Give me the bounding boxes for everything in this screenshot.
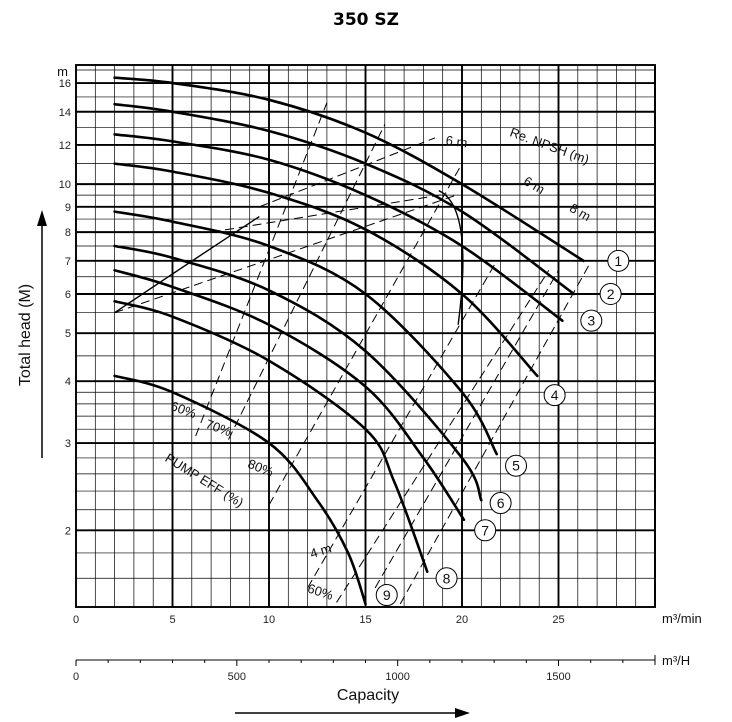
y-tick-label: 7 <box>65 256 71 268</box>
curve-marker <box>375 584 398 607</box>
dashed-line <box>399 260 592 605</box>
curve-marker <box>599 282 622 305</box>
dashed-line <box>336 269 550 603</box>
secondary-tick-label: 1000 <box>385 671 409 683</box>
secondary-unit-label: m³/H <box>662 653 690 668</box>
curve-marker <box>580 309 603 332</box>
npsh-value: 8 m <box>567 200 593 224</box>
curve-marker <box>489 492 512 515</box>
secondary-tick-label: 1500 <box>546 671 570 683</box>
x-unit-label: m³/min <box>662 611 702 626</box>
y-unit-label: m <box>57 64 68 79</box>
curve-marker-label: 1 <box>614 253 622 269</box>
head-arrow-head <box>37 210 47 226</box>
x-tick-label: 15 <box>359 614 371 626</box>
curve-marker-label: 7 <box>481 522 489 538</box>
x-tick-label: 5 <box>169 614 175 626</box>
dashed-line <box>374 270 559 589</box>
y-tick-label: 12 <box>59 140 71 152</box>
curve-marker-label: 9 <box>383 587 391 603</box>
y-tick-label: 5 <box>65 328 71 340</box>
efficiency-value: 60% <box>306 581 336 603</box>
y-tick-label: 8 <box>65 227 71 239</box>
x-axis-title: Capacity <box>337 687 399 704</box>
performance-curve <box>113 374 367 606</box>
y-tick-label: 16 <box>59 78 71 90</box>
efficiency-value: 80% <box>246 456 276 480</box>
secondary-tick-label: 0 <box>73 671 79 683</box>
performance-curve <box>113 210 499 456</box>
x-tick-label: 25 <box>552 614 564 626</box>
secondary-tick-label: 500 <box>228 671 246 683</box>
efficiency-boundary <box>438 190 464 325</box>
dashed-line <box>307 260 498 589</box>
performance-curve <box>113 268 466 522</box>
performance-curve <box>113 76 585 263</box>
curve-marker-label: 4 <box>551 387 559 403</box>
efficiency-curve-low <box>114 215 260 314</box>
curve-marker-label: 6 <box>497 495 505 511</box>
performance-curves <box>113 76 585 606</box>
y-axis-title: Total head (M) <box>17 284 34 386</box>
curve-marker <box>607 249 630 272</box>
plot-frame <box>75 64 656 608</box>
x-tick-label: 20 <box>456 614 468 626</box>
npsh-value: 6 m <box>521 173 547 197</box>
dashed-line <box>228 124 386 440</box>
chart-title: 350 SZ <box>333 10 399 30</box>
dashed-line <box>268 163 463 506</box>
performance-curve <box>113 244 483 502</box>
efficiency-label: PUMP EFF (%) <box>163 450 247 510</box>
y-tick-label: 2 <box>65 525 71 537</box>
performance-curve <box>113 162 539 378</box>
curve-marker-label: 2 <box>607 286 615 302</box>
npsh-value: 6 m <box>445 133 469 151</box>
performance-curve <box>113 133 564 322</box>
y-tick-label: 9 <box>65 202 71 214</box>
curve-marker <box>474 519 497 542</box>
x-tick-label: 10 <box>263 614 275 626</box>
curve-marker-label: 3 <box>587 313 595 329</box>
y-tick-label: 14 <box>59 107 71 119</box>
curve-marker-label: 8 <box>443 570 451 586</box>
curve-marker-label: 5 <box>512 458 520 474</box>
y-tick-label: 6 <box>65 289 71 301</box>
y-tick-label: 10 <box>59 179 71 191</box>
capacity-arrow-head <box>455 708 470 718</box>
dashed-line <box>259 137 436 208</box>
x-tick-label: 0 <box>73 614 79 626</box>
dashed-line <box>114 194 457 314</box>
y-tick-label: 3 <box>65 438 71 450</box>
curve-marker <box>543 384 566 407</box>
curve-marker <box>505 454 528 477</box>
performance-curve <box>113 299 429 573</box>
performance-curve <box>113 102 576 296</box>
curve-marker <box>435 567 458 590</box>
dashed-line <box>195 102 328 437</box>
npsh-value: 4 m <box>308 540 333 561</box>
y-tick-label: 4 <box>65 376 71 388</box>
